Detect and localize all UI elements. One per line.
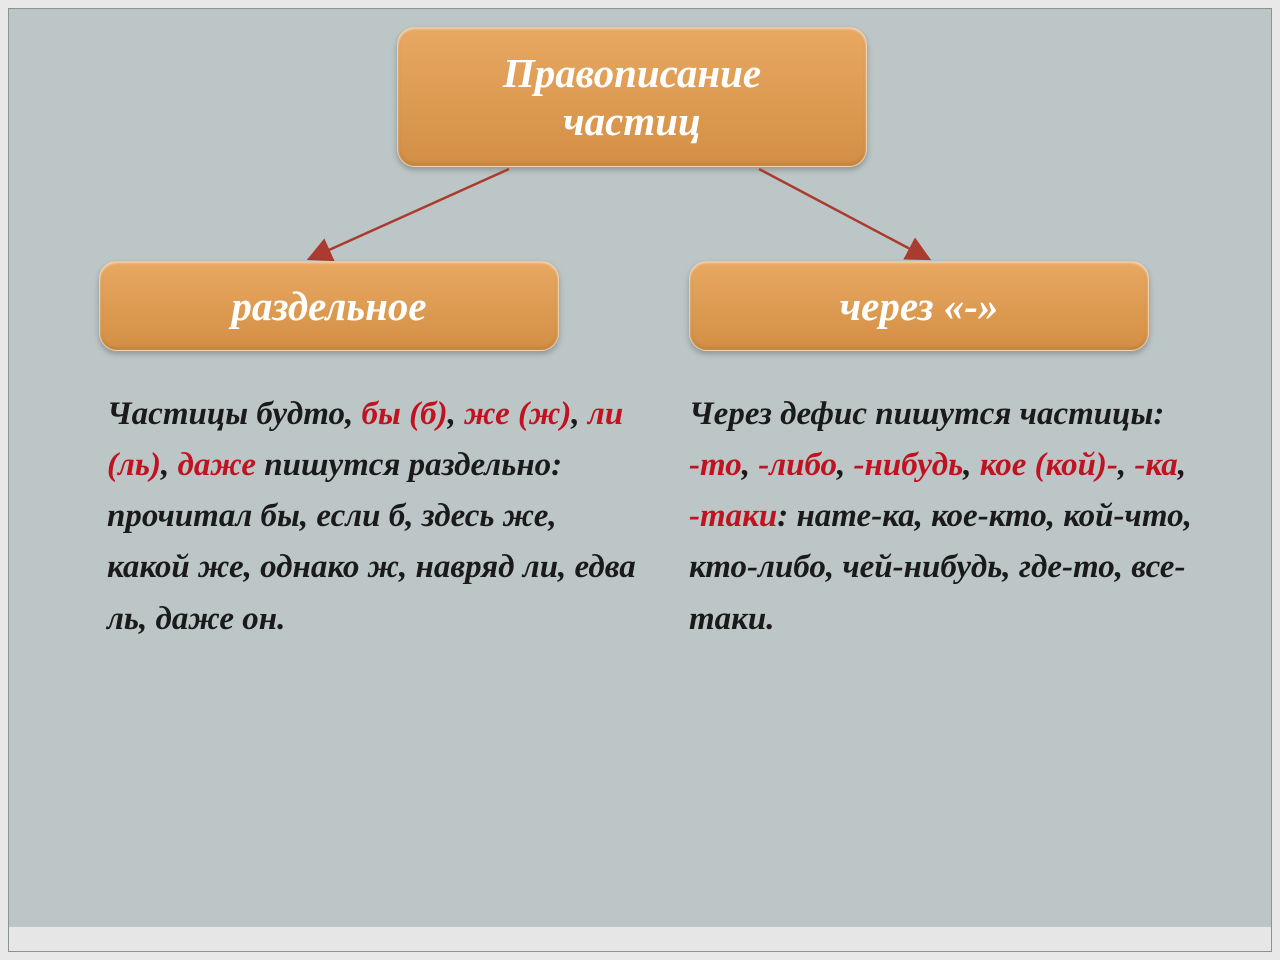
text-seg: Через дефис пишутся частицы:: [689, 396, 1164, 432]
title-text: Правописание частиц: [503, 49, 761, 145]
left-body-text: Частицы будто, бы (б), же (ж), ли (ль), …: [107, 389, 647, 645]
left-heading-text: раздельное: [231, 282, 426, 330]
text-seg-red: -таки: [689, 498, 777, 534]
text-seg: ,: [1178, 447, 1186, 483]
right-heading-text: через «-»: [840, 282, 999, 330]
text-seg: ,: [448, 396, 465, 432]
right-body-text: Через дефис пишутся частицы: -то, -либо,…: [689, 389, 1219, 645]
title-box: Правописание частиц: [397, 27, 867, 167]
text-seg: ,: [571, 396, 588, 432]
text-seg-red: -нибудь: [854, 447, 964, 483]
text-seg: ,: [161, 447, 178, 483]
text-seg-red: -либо: [758, 447, 837, 483]
text-seg: ,: [837, 447, 854, 483]
text-seg: ,: [742, 447, 759, 483]
text-seg-red: даже: [178, 447, 257, 483]
text-seg-red: же (ж): [464, 396, 571, 432]
text-seg-red: бы (б): [362, 396, 448, 432]
text-seg: ,: [1118, 447, 1135, 483]
text-seg-red: -то: [689, 447, 742, 483]
text-seg: Частицы будто,: [107, 396, 362, 432]
title-line2: частиц: [563, 98, 701, 144]
title-line1: Правописание: [503, 50, 761, 96]
slide: Правописание частиц раздельное через «-»…: [8, 8, 1272, 952]
right-heading-box: через «-»: [689, 261, 1149, 351]
text-seg-red: -ка: [1134, 447, 1177, 483]
text-seg-red: кое (кой)-: [980, 447, 1118, 483]
text-seg: ,: [963, 447, 980, 483]
footer-strip: [9, 927, 1271, 951]
left-heading-box: раздельное: [99, 261, 559, 351]
